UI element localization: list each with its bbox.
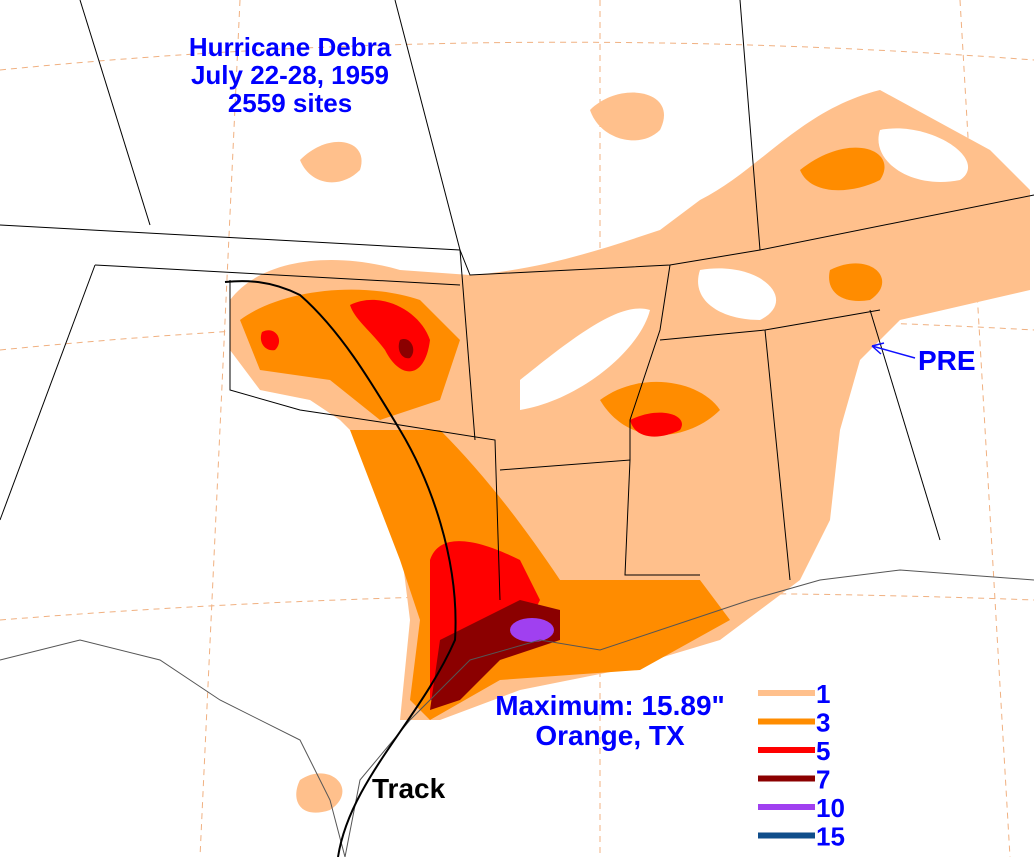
legend-label: 7: [816, 765, 830, 795]
storm-track: [224, 280, 457, 857]
pre-arrow: [871, 345, 916, 359]
title-line: Hurricane Debra: [189, 32, 392, 62]
title-line: 2559 sites: [228, 88, 352, 118]
legend-label: 10: [816, 793, 845, 823]
pre-arrowhead: [871, 342, 885, 355]
state-borders: [0, 0, 1034, 601]
maximum-label: Maximum: 15.89": [495, 690, 725, 721]
pre-label: PRE: [918, 345, 976, 376]
legend-label: 15: [816, 822, 845, 852]
legend-label: 5: [816, 736, 830, 766]
rainfall-areas: [230, 90, 1030, 813]
track-label: Track: [372, 773, 446, 804]
legend-label: 1: [816, 679, 830, 709]
location-label: Orange, TX: [535, 720, 685, 751]
title-line: July 22-28, 1959: [191, 60, 389, 90]
title: Hurricane Debra July 22-28, 1959 2559 si…: [189, 32, 392, 118]
legend-label: 3: [816, 708, 830, 738]
